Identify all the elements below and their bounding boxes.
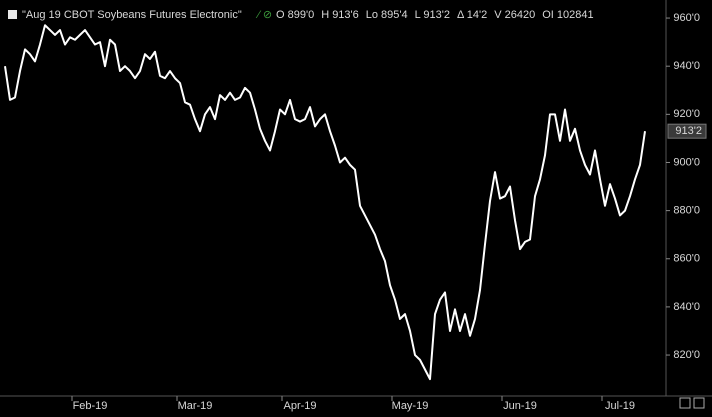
- legend-swatch: [8, 10, 17, 19]
- x-tick-label: May-19: [392, 400, 429, 412]
- y-tick-label: 840'0: [673, 301, 700, 313]
- y-tick-label: 860'0: [673, 253, 700, 265]
- y-tick-label: 820'0: [673, 349, 700, 361]
- study-icon: ⁄ ⊘: [255, 9, 272, 21]
- x-tick-label: Mar-19: [178, 400, 213, 412]
- icon[interactable]: [693, 397, 705, 409]
- y-tick-label: 880'0: [673, 205, 700, 217]
- x-tick-label: Apr-19: [283, 400, 316, 412]
- chart-title: "Aug 19 CBOT Soybeans Futures Electronic…: [22, 9, 242, 21]
- icon[interactable]: [679, 397, 691, 409]
- stat: O 899'0: [276, 9, 314, 21]
- y-tick-label: 900'0: [673, 156, 700, 168]
- stat: Lo 895'4: [366, 9, 408, 21]
- y-tick-label: 960'0: [673, 12, 700, 24]
- x-tick-label: Jun-19: [503, 400, 537, 412]
- x-tick-label: Feb-19: [73, 400, 108, 412]
- last-price-label: 913'2: [675, 125, 702, 137]
- stat: L 913'2: [415, 9, 450, 21]
- price-line: [4, 24, 646, 381]
- stats: O 899'0 H 913'6 Lo 895'4 L 913'2 Δ 14'2 V 264…: [276, 9, 594, 21]
- stat: V 26420: [494, 9, 535, 21]
- x-tick-label: Jul-19: [605, 400, 635, 412]
- last-price-box: [667, 123, 707, 139]
- stat: OI 102841: [542, 9, 593, 21]
- y-tick-label: 920'0: [673, 108, 700, 120]
- corner-icons[interactable]: [679, 397, 705, 409]
- stat: H 913'6: [321, 9, 359, 21]
- y-tick-label: 940'0: [673, 60, 700, 72]
- stat: Δ 14'2: [457, 9, 487, 21]
